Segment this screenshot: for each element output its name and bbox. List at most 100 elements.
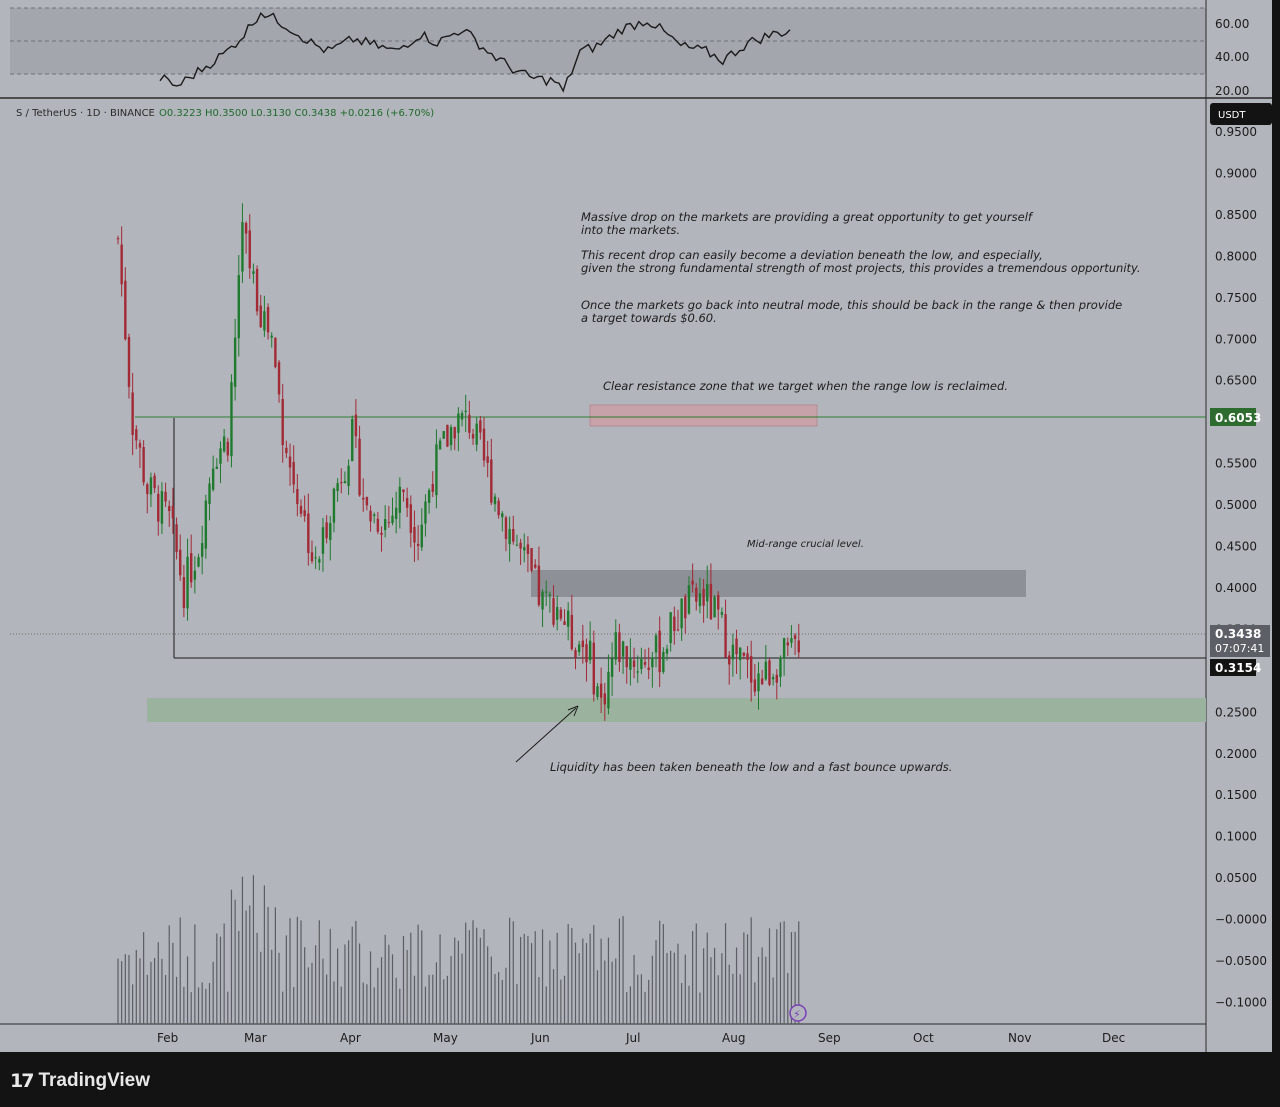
note-line-1: Massive drop on the markets are providin…	[581, 210, 1034, 224]
candle-body	[541, 591, 544, 610]
candle-body	[468, 414, 471, 433]
volume-bar	[267, 906, 269, 1024]
candle-body	[138, 443, 142, 448]
volume-bar	[666, 952, 668, 1024]
candle-body	[643, 662, 647, 665]
candle-body	[252, 271, 255, 274]
time-axis[interactable]: Feb Mar Apr May Jun Jul Aug Sep Oct Nov Dec	[157, 1031, 1125, 1045]
mid-range-zone[interactable]	[531, 570, 1026, 597]
support-zone[interactable]	[147, 698, 1206, 722]
volume-bar	[732, 973, 734, 1024]
month-tick: Mar	[244, 1031, 267, 1045]
month-tick: Apr	[340, 1031, 361, 1045]
price-tick: 0.7000	[1215, 332, 1257, 346]
symbol-label[interactable]: S / TetherUS · 1D · BINANCE	[16, 108, 155, 119]
volume-bar	[388, 944, 390, 1024]
volume-bar	[743, 932, 745, 1024]
volume-bar	[435, 962, 438, 1024]
candle-body	[219, 448, 222, 464]
candle-body	[427, 490, 431, 503]
volume-bar	[450, 956, 452, 1024]
volume-bar	[490, 956, 492, 1024]
currency-badge[interactable]	[1210, 103, 1272, 125]
candle-body	[782, 638, 786, 659]
volume-bar	[746, 934, 749, 1024]
volume-bar	[175, 976, 178, 1024]
candle-body	[160, 491, 164, 524]
ohlc-values: O0.3223 H0.3500 L0.3130 C0.3438 +0.0216 …	[159, 108, 434, 119]
lightning-marker[interactable]	[789, 1004, 807, 1022]
volume-bar	[750, 917, 752, 1024]
volume-bar	[337, 948, 339, 1024]
candle-body	[504, 517, 508, 539]
volume-bar	[607, 937, 610, 1024]
note-line-5: Once the markets go back into neutral mo…	[581, 298, 1122, 312]
volume-bar	[428, 974, 430, 1024]
price-tick: −0.0000	[1215, 913, 1267, 927]
volume-bar	[271, 949, 273, 1024]
price-tick: 0.6500	[1215, 374, 1257, 388]
volume-bar	[432, 974, 434, 1024]
price-tick: −0.0500	[1215, 954, 1267, 968]
chart-background	[0, 0, 1280, 1060]
price-axis[interactable]: 0.9500 0.9000 0.8500 0.8000 0.7500 0.7000 0.65…	[1215, 125, 1267, 1009]
resistance-zone[interactable]	[589, 404, 818, 427]
volume-bar	[618, 918, 621, 1024]
volume-bar	[523, 933, 525, 1024]
month-tick: Sep	[818, 1031, 841, 1045]
rsi-tick: 60.00	[1215, 17, 1249, 31]
candle-body	[563, 621, 566, 625]
candle-body	[175, 524, 178, 553]
volume-bar	[556, 932, 558, 1024]
volume-bar	[552, 969, 555, 1024]
price-chart[interactable]: S / TetherUS · 1D · BINANCE O0.3223 H0.3…	[0, 0, 1280, 1060]
liquidity-arrow-head	[567, 705, 579, 717]
volume-bar	[395, 977, 397, 1024]
volume-bar	[787, 972, 789, 1024]
candle-body	[244, 222, 248, 234]
price-tick: 0.8000	[1215, 249, 1257, 263]
volume-bar	[779, 922, 782, 1024]
candle-body	[376, 518, 380, 532]
volume-bar	[219, 936, 222, 1024]
volume-bar	[479, 937, 481, 1024]
lightning-icon: ⚡	[793, 1008, 801, 1021]
price-tick: 0.1500	[1215, 788, 1257, 802]
frame-right	[1272, 0, 1280, 1060]
volume-bar	[673, 952, 675, 1024]
candle-body	[343, 480, 347, 484]
volume-bar	[461, 953, 463, 1024]
candle-body	[116, 238, 120, 240]
price-tick: 0.9500	[1215, 125, 1257, 139]
volume-bar	[457, 940, 459, 1024]
candle-body	[354, 414, 358, 437]
volume-bar	[772, 977, 774, 1024]
volume-bar	[571, 927, 573, 1024]
tradingview-brand[interactable]: 17 TradingView	[10, 1066, 150, 1096]
volume-bar	[373, 987, 375, 1024]
candle-body	[526, 544, 530, 555]
candle-body	[669, 612, 672, 643]
resistance-price-badge	[1210, 408, 1256, 426]
volume-bar	[249, 905, 251, 1024]
candle-body	[233, 337, 237, 387]
liquidity-arrow[interactable]	[515, 707, 577, 763]
month-tick: Jun	[530, 1031, 550, 1045]
candle-body	[588, 640, 592, 661]
volume-bar	[677, 943, 679, 1024]
candle-body	[285, 447, 288, 454]
candle-body	[479, 420, 482, 433]
price-tick: −0.1000	[1215, 995, 1267, 1009]
candle-body	[757, 673, 760, 692]
candles[interactable]	[116, 203, 800, 721]
volume-bar	[256, 932, 258, 1024]
note-line-4: given the strong fundamental strength of…	[581, 261, 1141, 275]
candle-body	[731, 644, 735, 660]
price-tick: 0.5500	[1215, 457, 1257, 471]
candle-body	[460, 413, 464, 420]
candle-body	[636, 671, 639, 673]
volume-bar	[132, 984, 134, 1024]
candle-body	[662, 651, 665, 672]
volume-bar	[574, 942, 577, 1024]
